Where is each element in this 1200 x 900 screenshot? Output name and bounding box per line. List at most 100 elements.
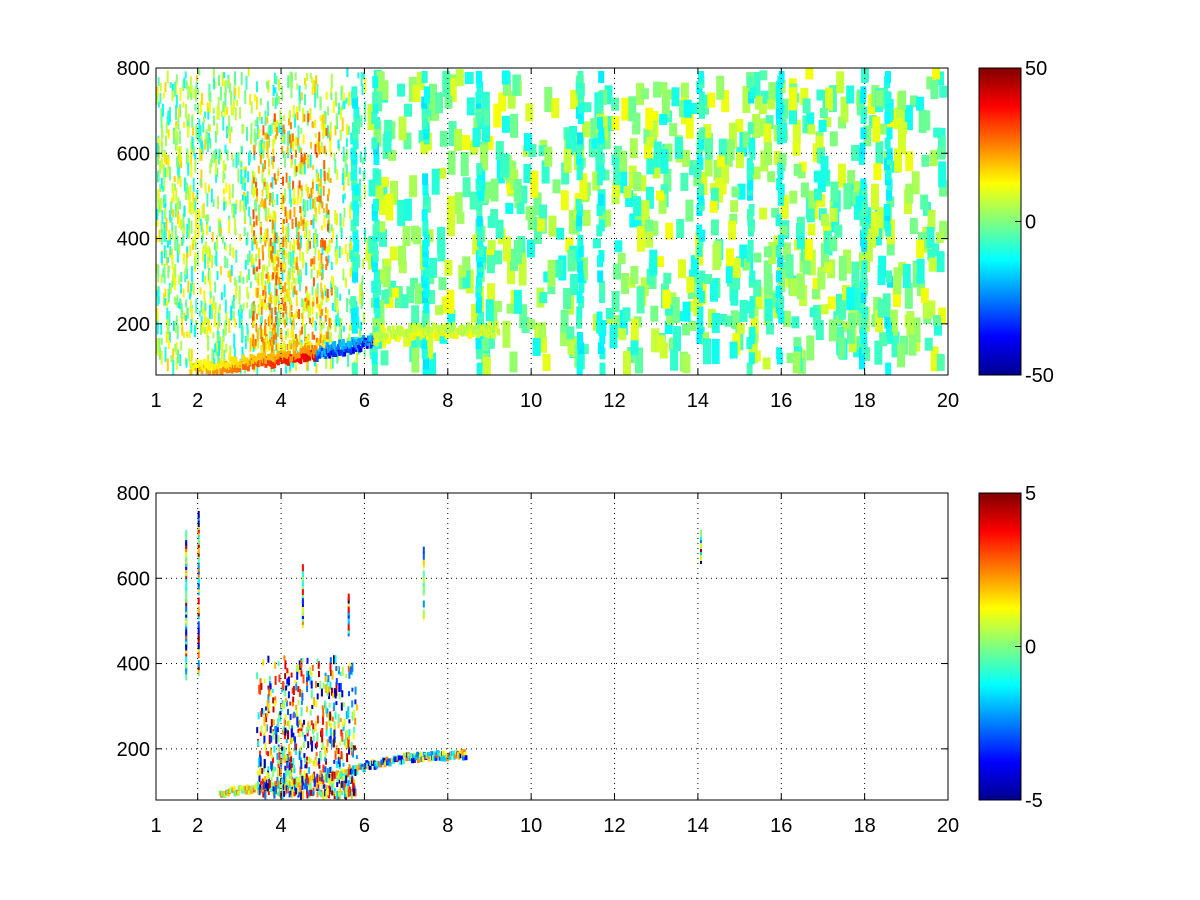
heatmap-cell xyxy=(288,313,291,320)
heatmap-cell xyxy=(316,693,319,700)
heatmap-cell xyxy=(333,721,336,730)
heatmap-cell xyxy=(348,789,350,796)
heatmap-cell xyxy=(223,349,226,364)
heatmap-cell xyxy=(312,301,315,307)
heatmap-cell xyxy=(160,178,163,189)
heatmap-cell xyxy=(252,334,255,344)
heatmap-cell xyxy=(315,363,318,374)
heatmap-cell xyxy=(268,297,270,303)
heatmap-cell xyxy=(316,184,318,191)
heatmap-cell xyxy=(293,188,296,199)
heatmap-cell xyxy=(223,196,226,203)
heatmap-cell xyxy=(396,329,400,336)
heatmap-cell xyxy=(877,298,886,318)
heatmap-cell xyxy=(808,190,817,209)
heatmap-cell xyxy=(758,118,766,137)
heatmap-cell xyxy=(729,341,738,359)
heatmap-cell xyxy=(256,188,258,197)
heatmap-cell xyxy=(219,266,222,276)
heatmap-cell xyxy=(278,78,281,91)
heatmap-cell xyxy=(262,251,265,261)
heatmap-cell xyxy=(272,199,275,205)
heatmap-cell xyxy=(314,743,317,749)
heatmap-cell xyxy=(325,758,327,765)
heatmap-cell xyxy=(272,706,275,713)
heatmap-cell xyxy=(357,72,360,79)
heatmap-cell xyxy=(778,71,785,83)
heatmap-cell xyxy=(336,309,339,324)
heatmap-cell xyxy=(287,223,290,238)
heatmap-cell xyxy=(334,319,337,333)
heatmap-cell xyxy=(272,119,275,125)
heatmap-cell xyxy=(313,778,316,787)
heatmap-cell xyxy=(368,764,372,770)
heatmap-cell xyxy=(249,216,252,226)
heatmap-cell xyxy=(277,760,280,767)
heatmap-cell xyxy=(318,758,321,765)
heatmap-cell xyxy=(312,79,315,89)
heatmap-cell xyxy=(632,112,641,132)
heatmap-cell xyxy=(157,77,160,86)
heatmap-cell xyxy=(821,243,829,268)
heatmap-cell xyxy=(362,767,366,773)
heatmap-cell xyxy=(168,289,170,302)
heatmap-cell xyxy=(289,189,292,205)
heatmap-cell xyxy=(777,163,784,176)
heatmap-cell xyxy=(317,338,320,346)
heatmap-cell xyxy=(322,185,325,196)
heatmap-cell xyxy=(911,171,920,195)
heatmap-cell xyxy=(329,361,332,370)
heatmap-cell xyxy=(592,238,601,249)
heatmap-cell xyxy=(324,344,327,350)
heatmap-cell xyxy=(185,595,188,603)
heatmap-cell xyxy=(843,249,852,274)
heatmap-cell xyxy=(315,720,317,726)
heatmap-cell xyxy=(248,309,251,319)
heatmap-cell xyxy=(930,80,939,99)
heatmap-cell xyxy=(284,714,287,721)
heatmap-cell xyxy=(776,127,783,140)
heatmap-cell xyxy=(159,161,162,174)
heatmap-cell xyxy=(691,103,700,114)
heatmap-cell xyxy=(726,139,735,161)
heatmap-cell xyxy=(187,152,190,163)
heatmap-cell xyxy=(619,170,628,194)
heatmap-cell xyxy=(347,665,350,672)
heatmap-cell xyxy=(293,339,296,346)
heatmap-cell xyxy=(329,657,332,664)
heatmap-cell xyxy=(246,365,250,372)
top-x-ticks: 1 2 4 6 8 10 12 14 16 18 20 xyxy=(150,68,959,412)
x-tick-label: 6 xyxy=(359,390,370,412)
heatmap-cell xyxy=(315,782,318,789)
heatmap-cell xyxy=(904,105,913,131)
heatmap-cell xyxy=(247,292,250,300)
heatmap-cell xyxy=(237,168,240,183)
heatmap-cell xyxy=(270,788,272,792)
heatmap-cell xyxy=(359,345,363,352)
heatmap-cell xyxy=(316,776,319,783)
heatmap-cell xyxy=(192,200,195,214)
heatmap-cell xyxy=(333,340,337,347)
heatmap-cell xyxy=(264,791,267,800)
heatmap-cell xyxy=(291,281,293,291)
heatmap-cell xyxy=(294,736,296,746)
heatmap-cell xyxy=(577,245,584,257)
heatmap-cell xyxy=(341,338,345,345)
heatmap-cell xyxy=(264,237,267,247)
heatmap-cell xyxy=(194,197,197,212)
heatmap-cell xyxy=(640,88,649,100)
heatmap-cell xyxy=(283,129,286,135)
heatmap-cell xyxy=(322,784,325,789)
heatmap-cell xyxy=(301,731,304,737)
heatmap-cell xyxy=(846,287,855,311)
heatmap-cell xyxy=(862,204,869,216)
heatmap-cell xyxy=(291,776,294,781)
heatmap-cell xyxy=(905,151,914,172)
heatmap-cell xyxy=(329,177,332,183)
heatmap-cell xyxy=(863,125,872,147)
heatmap-cell xyxy=(344,773,347,783)
heatmap-cell xyxy=(254,132,257,146)
heatmap-cell xyxy=(286,211,289,220)
heatmap-cell xyxy=(905,183,914,204)
heatmap-cell xyxy=(285,330,288,337)
